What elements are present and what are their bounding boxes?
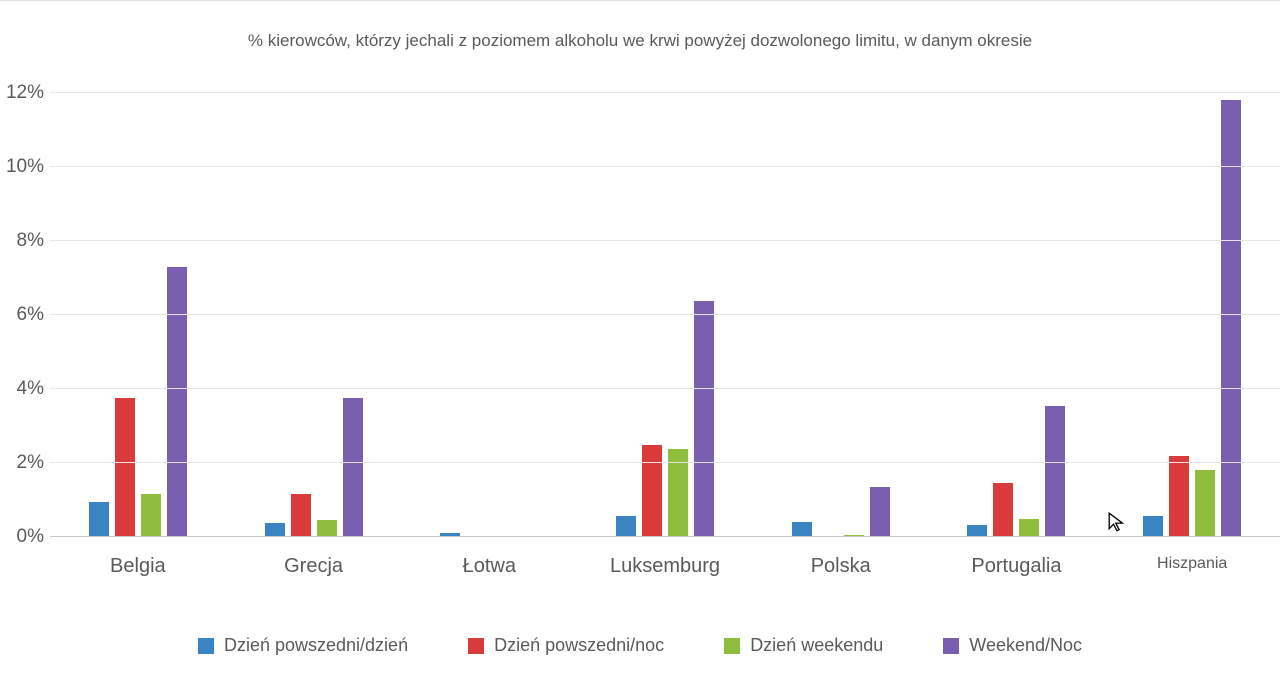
bar <box>317 520 337 537</box>
x-axis-label: Luksemburg <box>577 537 753 578</box>
bar <box>1169 456 1189 537</box>
y-axis-label: 12% <box>0 82 44 104</box>
bar <box>1195 470 1215 537</box>
bar <box>291 494 311 537</box>
category-group: Grecja <box>226 93 402 537</box>
bar <box>1045 406 1065 537</box>
category-group: Łotwa <box>401 93 577 537</box>
bar-cluster <box>1104 93 1280 537</box>
bar-cluster <box>577 93 753 537</box>
legend-label: Dzień weekendu <box>750 635 883 656</box>
x-axis-label: Łotwa <box>401 537 577 578</box>
bar <box>694 301 714 537</box>
bar-cluster <box>401 93 577 537</box>
bar <box>616 516 636 537</box>
bar <box>115 398 135 537</box>
bar-groups: BelgiaGrecjaŁotwaLuksemburgPolskaPortuga… <box>50 93 1280 537</box>
gridline <box>50 166 1280 167</box>
legend-label: Dzień powszedni/dzień <box>224 635 408 656</box>
bar <box>993 483 1013 537</box>
gridline <box>50 388 1280 389</box>
bar <box>89 502 109 537</box>
bar <box>141 494 161 537</box>
bar <box>343 398 363 537</box>
bar <box>265 523 285 537</box>
legend-label: Weekend/Noc <box>969 635 1082 656</box>
bar <box>792 522 812 537</box>
legend-item: Dzień powszedni/noc <box>468 635 664 656</box>
chart-frame: % kierowców, którzy jechali z poziomem a… <box>0 0 1280 674</box>
gridline <box>50 240 1280 241</box>
legend-item: Weekend/Noc <box>943 635 1082 656</box>
bar <box>1019 519 1039 537</box>
bar <box>1143 516 1163 537</box>
category-group: Hiszpania <box>1104 93 1280 537</box>
y-axis-label: 6% <box>0 304 44 326</box>
y-axis-label: 10% <box>0 156 44 178</box>
bar <box>167 267 187 537</box>
legend-swatch <box>724 638 740 654</box>
legend: Dzień powszedni/dzień Dzień powszedni/noc… <box>0 635 1280 656</box>
y-axis-label: 2% <box>0 452 44 474</box>
category-group: Portugalia <box>929 93 1105 537</box>
legend-item: Dzień powszedni/dzień <box>198 635 408 656</box>
gridline <box>50 462 1280 463</box>
x-axis-label: Belgia <box>50 537 226 578</box>
x-axis-label: Portugalia <box>929 537 1105 578</box>
gridline <box>50 536 1280 537</box>
x-axis-label: Polska <box>753 537 929 578</box>
bar <box>870 487 890 537</box>
chart-title: % kierowców, którzy jechali z poziomem a… <box>0 1 1280 61</box>
category-group: Luksemburg <box>577 93 753 537</box>
x-axis-label: Grecja <box>226 537 402 578</box>
legend-swatch <box>943 638 959 654</box>
gridline <box>50 314 1280 315</box>
bar-cluster <box>50 93 226 537</box>
category-group: Polska <box>753 93 929 537</box>
bar-cluster <box>226 93 402 537</box>
legend-swatch <box>198 638 214 654</box>
bar-cluster <box>753 93 929 537</box>
legend-swatch <box>468 638 484 654</box>
y-axis-label: 0% <box>0 526 44 548</box>
category-group: Belgia <box>50 93 226 537</box>
gridline <box>50 92 1280 93</box>
y-axis-label: 4% <box>0 378 44 400</box>
bar-cluster <box>929 93 1105 537</box>
legend-item: Dzień weekendu <box>724 635 883 656</box>
y-axis-label: 8% <box>0 230 44 252</box>
x-axis-label: Hiszpania <box>1104 537 1280 573</box>
legend-label: Dzień powszedni/noc <box>494 635 664 656</box>
plot-area: BelgiaGrecjaŁotwaLuksemburgPolskaPortuga… <box>50 93 1280 537</box>
bar <box>642 445 662 538</box>
